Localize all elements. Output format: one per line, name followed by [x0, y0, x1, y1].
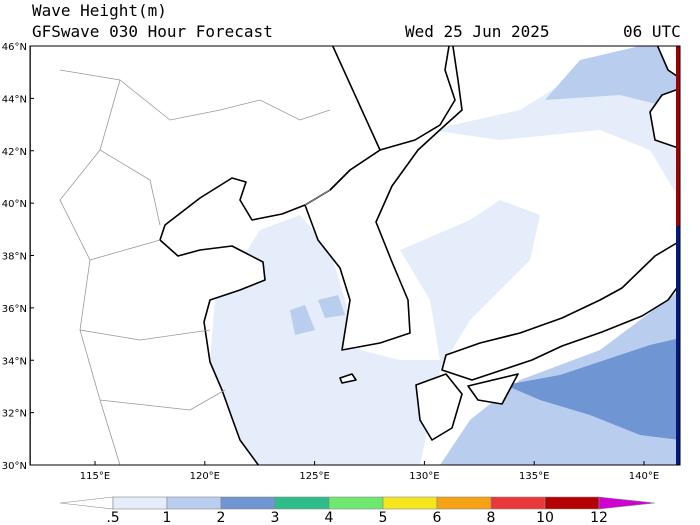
map	[29, 45, 681, 466]
colorbar-label: 1	[163, 510, 172, 525]
lon-label: 115°E	[80, 471, 110, 482]
lon-label: 140°E	[629, 471, 659, 482]
land	[339, 373, 357, 384]
lat-label: 42°N	[2, 147, 27, 158]
colorbar-segment	[382, 496, 438, 510]
land	[649, 87, 680, 150]
colorbar-segment	[436, 496, 492, 510]
lon-label: 130°E	[409, 471, 439, 482]
lat-label: 46°N	[2, 42, 27, 53]
title: Wave Height(m)	[32, 1, 167, 20]
lat-label: 36°N	[2, 304, 27, 315]
colorbar-label: .5	[106, 510, 119, 525]
edge-bar	[676, 46, 680, 226]
lat-label: 44°N	[2, 94, 27, 105]
colorbar-segment	[490, 496, 546, 510]
colorbar-segment	[59, 496, 114, 510]
date: Wed 25 Jun 2025	[405, 22, 550, 41]
colorbar-segment	[166, 496, 222, 510]
wave-area	[545, 46, 680, 110]
colorbar-label: 6	[433, 510, 442, 525]
wave-area	[210, 200, 540, 465]
colorbar-label: 2	[217, 510, 226, 525]
lon-label: 135°E	[519, 471, 549, 482]
land	[656, 46, 680, 80]
colorbar-segment	[112, 496, 168, 510]
colorbar-label: 5	[379, 510, 388, 525]
lon-label: 120°E	[190, 471, 220, 482]
colorbar-segment	[598, 496, 656, 510]
land	[467, 373, 519, 405]
edge-bar	[676, 46, 680, 465]
lat-label: 32°N	[2, 409, 27, 420]
border	[59, 69, 331, 465]
colorbar-label: 8	[487, 510, 496, 525]
land	[441, 240, 680, 381]
colorbar-segment	[220, 496, 276, 510]
colorbar-label: 3	[271, 510, 280, 525]
lat-label: 38°N	[2, 252, 27, 263]
lat-label: 34°N	[2, 356, 27, 367]
wave-area	[290, 295, 345, 335]
colorbar-label: 4	[325, 510, 334, 525]
lat-label: 40°N	[2, 199, 27, 210]
colorbar-label: 12	[590, 510, 608, 525]
subtitle: GFSwave 030 Hour Forecast	[32, 22, 273, 41]
colorbar: .5 1 2 3 4 5 6 8 10 12	[59, 496, 656, 525]
wave-area	[505, 338, 680, 440]
axes: 46°N 44°N 42°N 40°N 38°N 36°N 34°N 32°N 30°N 115°…	[2, 42, 659, 482]
colorbar-segment	[544, 496, 600, 510]
land	[415, 373, 463, 441]
land	[304, 46, 463, 351]
colorbar-label: 10	[536, 510, 554, 525]
time: 06 UTC	[623, 22, 681, 41]
colorbar-segment	[274, 496, 330, 510]
lon-label: 125°E	[299, 471, 329, 482]
lat-label: 30°N	[2, 461, 27, 472]
colorbar-segment	[328, 496, 384, 510]
